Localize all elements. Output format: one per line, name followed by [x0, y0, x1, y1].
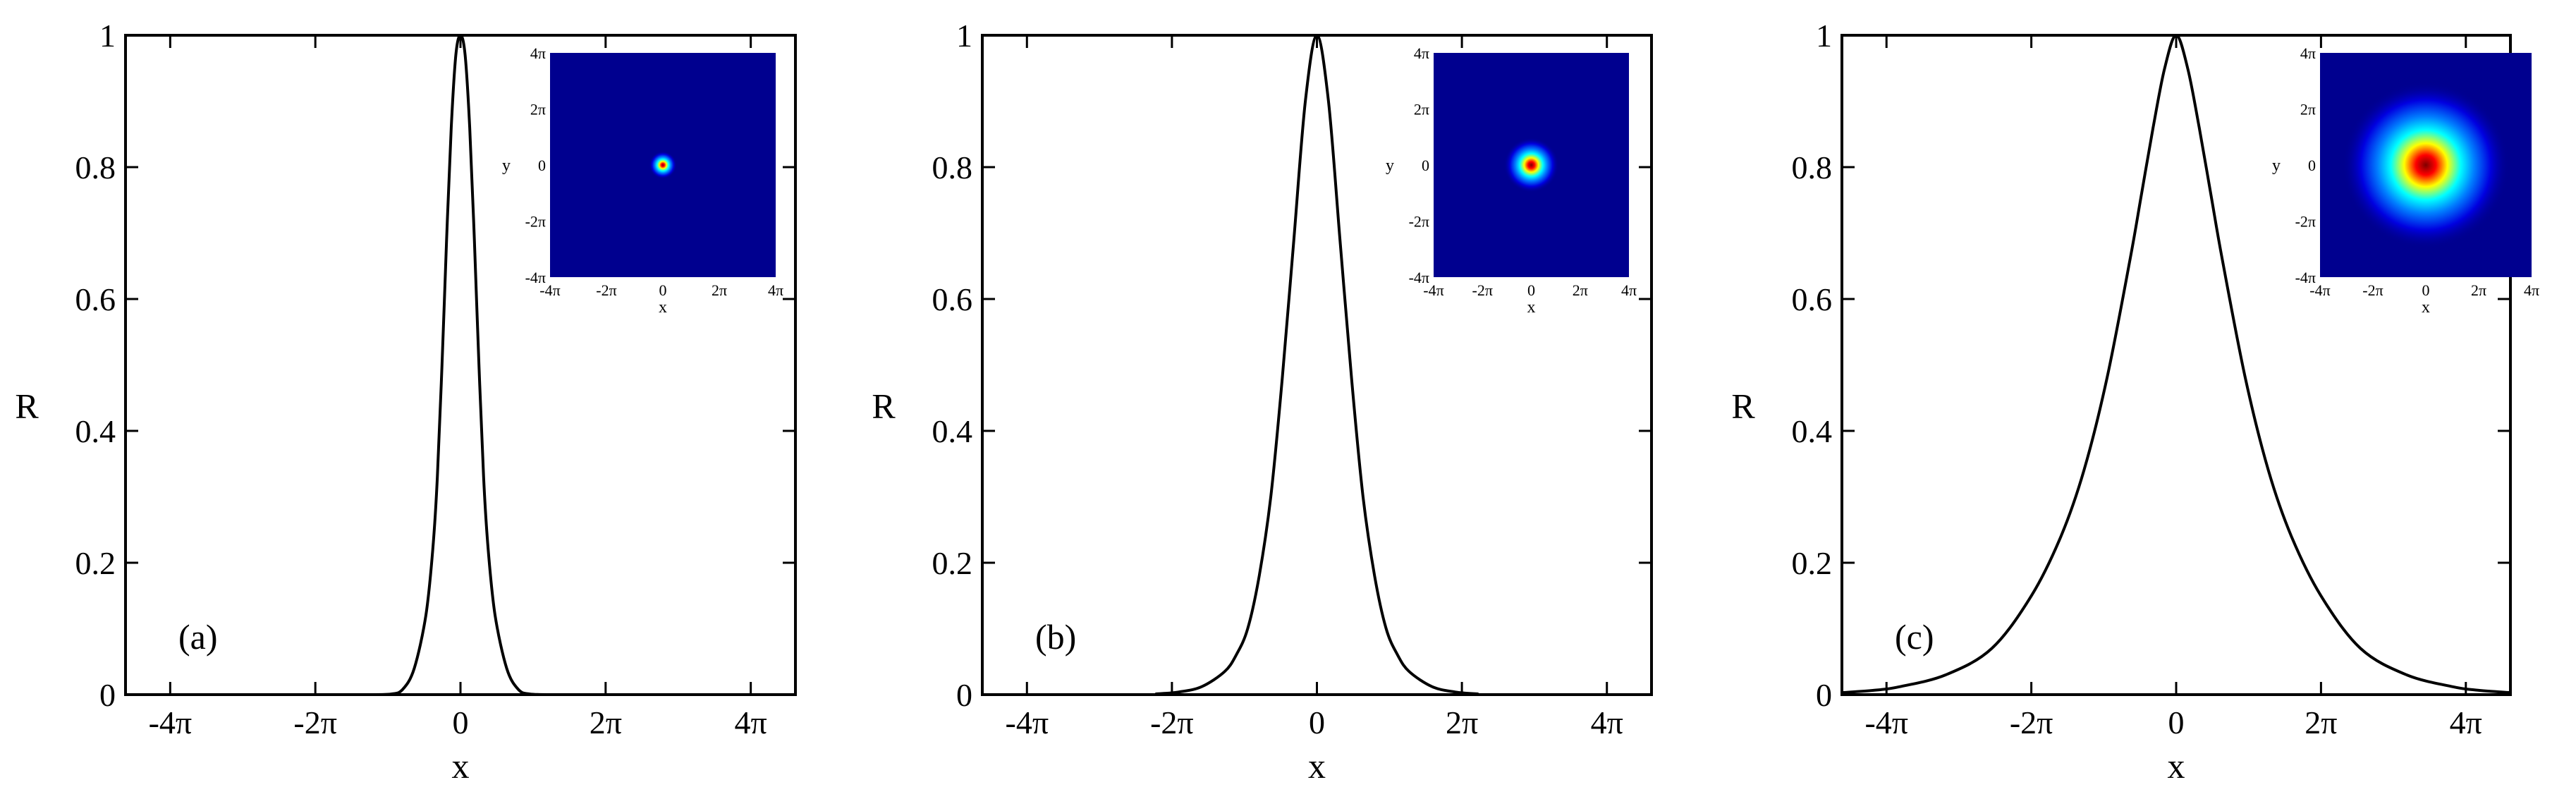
- panel-label: (b): [1035, 617, 1076, 657]
- inset-y-tick-label: 0: [2308, 157, 2316, 174]
- y-tick-label: 0: [956, 677, 972, 713]
- x-tick-label: 0: [2168, 705, 2185, 740]
- inset-x-tick-label: 0: [1527, 281, 1535, 299]
- x-tick-label: -2π: [293, 705, 337, 740]
- panel-c: -4π -2π 0 2π 4π00.20.40.60.81xR(c)-4π-4π-2π-…: [1731, 18, 2539, 786]
- x-axis-title: x: [1308, 746, 1326, 786]
- y-tick-label: 0.4: [1792, 413, 1833, 449]
- y-tick-label: 0.6: [932, 281, 973, 317]
- y-tick-label: 0.8: [1792, 150, 1833, 185]
- inset-x-tick-label: -4π: [539, 281, 560, 299]
- series-line: [367, 33, 554, 696]
- y-tick-label: 0.2: [932, 545, 973, 581]
- series-line: [1155, 33, 1479, 696]
- inset-y-tick-label: -4π: [525, 269, 546, 286]
- inset-y-tick-label: -4π: [1409, 269, 1429, 286]
- inset-y-tick-label: 0: [1422, 157, 1429, 174]
- y-tick-label: 0: [1816, 677, 1832, 713]
- panel-b: -4π -2π 0 2π 4π00.20.40.60.81xR(b)-4π-4π-2π-…: [872, 18, 1653, 786]
- y-tick-label: 0.2: [1792, 545, 1833, 581]
- x-tick-label: 2π: [2305, 705, 2337, 740]
- x-tick-label: 2π: [1446, 705, 1478, 740]
- inset-spot: [2342, 81, 2510, 249]
- panel-label: (c): [1895, 617, 1934, 657]
- y-tick-label: 0.6: [75, 281, 116, 317]
- inset-y-axis-title: y: [1386, 157, 1394, 175]
- x-tick-label: 4π: [735, 705, 767, 740]
- y-tick-label: 0.2: [75, 545, 116, 581]
- inset-x-tick-label: 0: [2422, 281, 2430, 299]
- inset-x-tick-label: 4π: [768, 281, 783, 299]
- y-axis-title: R: [15, 386, 39, 426]
- y-axis-title: R: [872, 386, 896, 426]
- x-axis-title: x: [452, 746, 470, 786]
- inset-x-tick-label: -2π: [596, 281, 616, 299]
- inset-y-tick-label: 2π: [2300, 101, 2316, 118]
- x-tick-label: 0: [1309, 705, 1325, 740]
- inset-y-tick-label: -2π: [525, 213, 546, 231]
- y-tick-label: 1: [1816, 18, 1832, 54]
- x-tick-label: -4π: [1864, 705, 1908, 740]
- x-tick-label: -2π: [1150, 705, 1194, 740]
- inset-x-tick-label: 4π: [2524, 281, 2539, 299]
- x-tick-label: -2π: [2010, 705, 2053, 740]
- y-tick-label: 1: [99, 18, 116, 54]
- inset-x-tick-label: 2π: [1573, 281, 1588, 299]
- x-tick-label: -4π: [1006, 705, 1049, 740]
- inset-y-tick-label: 2π: [1414, 101, 1429, 118]
- series-line: [1841, 33, 2511, 695]
- y-tick-label: 0.4: [75, 413, 116, 449]
- inset-x-axis-title: x: [2422, 298, 2430, 317]
- inset-y-tick-label: -2π: [2295, 213, 2316, 231]
- inset-y-tick-label: 4π: [2300, 44, 2316, 62]
- inset-y-tick-label: 0: [538, 157, 546, 174]
- y-tick-label: 0: [99, 677, 116, 713]
- inset-y-tick-label: 2π: [530, 101, 546, 118]
- y-tick-label: 0.8: [75, 150, 116, 185]
- inset-y-axis-title: y: [502, 157, 511, 175]
- inset-x-tick-label: 4π: [1621, 281, 1637, 299]
- x-tick-label: 2π: [590, 705, 622, 740]
- inset-x-tick-label: -2π: [1472, 281, 1493, 299]
- inset-y-tick-label: -4π: [2295, 269, 2316, 286]
- x-tick-label: -4π: [149, 705, 193, 740]
- inset-heatmap: -4π-4π -2π -2π 0 0 2π 2π 4π 4π x y: [2272, 44, 2539, 317]
- x-axis-title: x: [2168, 746, 2185, 786]
- y-axis-title: R: [1731, 386, 1755, 426]
- inset-heatmap: -4π-4π -2π -2π 0 0 2π 2π 4π 4π x y: [502, 44, 783, 317]
- inset-x-tick-label: -4π: [1423, 281, 1443, 299]
- x-tick-label: 4π: [2450, 705, 2482, 740]
- inset-x-tick-label: 0: [659, 281, 667, 299]
- x-tick-label: 0: [453, 705, 469, 740]
- inset-y-tick-label: 4π: [1414, 44, 1429, 62]
- inset-spot: [649, 151, 677, 179]
- inset-x-tick-label: -2π: [2362, 281, 2383, 299]
- inset-x-axis-title: x: [659, 298, 667, 317]
- y-tick-label: 0.6: [1792, 281, 1833, 317]
- x-tick-label: 4π: [1591, 705, 1623, 740]
- inset-x-tick-label: 2π: [2471, 281, 2486, 299]
- inset-heatmap: -4π-4π -2π -2π 0 0 2π 2π 4π 4π x y: [1386, 44, 1637, 317]
- y-tick-label: 1: [956, 18, 972, 54]
- inset-y-tick-label: -2π: [1409, 213, 1429, 231]
- inset-x-tick-label: -4π: [2309, 281, 2330, 299]
- panel-label: (a): [178, 617, 218, 657]
- inset-y-tick-label: 4π: [530, 44, 546, 62]
- inset-y-axis-title: y: [2272, 157, 2281, 175]
- inset-x-axis-title: x: [1527, 298, 1536, 317]
- inset-spot: [1503, 138, 1559, 193]
- y-tick-label: 0.4: [932, 413, 973, 449]
- y-tick-label: 0.8: [932, 150, 973, 185]
- panel-a: -4π -2π 0 2π 4π00.20.40.60.81xR(a)-4π-4π-2π-…: [15, 18, 797, 786]
- inset-x-tick-label: 2π: [712, 281, 727, 299]
